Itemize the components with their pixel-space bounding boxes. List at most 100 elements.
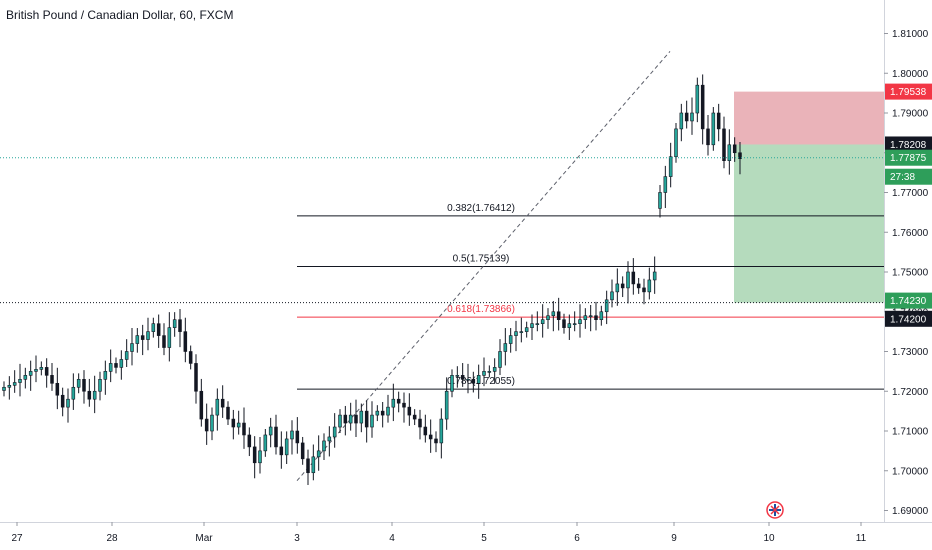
candle-down (471, 379, 476, 384)
candle-down (279, 446, 284, 456)
candle-up (450, 375, 454, 392)
candle-up (108, 363, 113, 372)
price-lines (0, 157, 884, 304)
candle-up (135, 335, 140, 344)
candle-down (274, 426, 278, 448)
candle-up (626, 271, 630, 289)
price-tag-box (885, 292, 932, 309)
candle-up (615, 283, 620, 293)
candle-up (359, 410, 364, 424)
candle-up (727, 144, 732, 162)
price-tag-label: 27:38 (890, 172, 915, 183)
fib-level-label: 0.618(1.73866) (447, 304, 515, 315)
candle-down (55, 382, 60, 396)
candle-down (199, 390, 204, 420)
candle-down (684, 112, 689, 122)
x-tick-label: 6 (574, 533, 580, 544)
candle-down (220, 398, 225, 408)
candle-down (364, 410, 369, 428)
candle-up (466, 379, 470, 381)
fib-retracement[interactable]: 0.382(1.76412) 0.5(1.75139) 0.618(1.73866)… (297, 203, 884, 390)
trend-line[interactable] (296, 51, 671, 482)
candle-up (658, 192, 662, 209)
fib-level-label: 0.382(1.76412) (447, 203, 515, 214)
price-tag-label: 1.74200 (890, 314, 927, 325)
candle-down (722, 128, 726, 161)
candle-up (370, 414, 374, 428)
candle-up (679, 112, 684, 130)
candle-down (162, 335, 166, 348)
candle-up (583, 315, 588, 321)
candle-down (412, 414, 417, 420)
y-tick-label: 1.75000 (892, 268, 929, 279)
candle-down (620, 283, 625, 289)
candle-down (738, 152, 742, 160)
candle-up (386, 406, 390, 416)
position-zones (734, 91, 884, 303)
candle-down (306, 458, 310, 474)
candle-up (284, 438, 289, 456)
candle-up (210, 414, 214, 432)
y-tick-label: 1.71000 (892, 427, 929, 438)
candle-up (146, 331, 150, 340)
candle-up (2, 386, 6, 391)
price-tag-box (885, 83, 932, 100)
candle-up (476, 375, 481, 384)
candle-up (439, 418, 444, 444)
price-tag-label: 1.79538 (890, 87, 927, 98)
candle-up (535, 323, 540, 325)
candle-down (354, 414, 358, 424)
candle-up (508, 335, 513, 344)
candle-up (674, 128, 678, 158)
candle-down (423, 426, 428, 436)
price-tag-box (885, 168, 932, 185)
candle-up (546, 315, 550, 321)
candle-up (103, 371, 108, 380)
candle-up (578, 319, 582, 324)
candle-up (652, 271, 657, 281)
candle-up (130, 343, 134, 352)
candle-up (690, 112, 694, 122)
candle-up (391, 398, 396, 408)
candle-down (402, 402, 406, 408)
candle-up (34, 369, 38, 372)
candle-down (396, 398, 401, 404)
candle-up (98, 379, 102, 392)
event-marker[interactable] (766, 501, 784, 519)
flag-stripe (770, 505, 780, 515)
candle-up (258, 450, 262, 464)
x-tick-label: 9 (671, 533, 677, 544)
candle-down (716, 112, 721, 130)
candle-up (263, 434, 268, 452)
candle-down (231, 418, 236, 428)
candle-up (12, 382, 17, 386)
candle-up (551, 311, 556, 317)
y-tick-label: 1.69000 (892, 506, 929, 517)
candle-up (338, 414, 342, 428)
candle-down (252, 446, 257, 464)
candle-up (711, 112, 716, 146)
candle-up (311, 456, 316, 474)
candle-up (23, 375, 28, 380)
candle-up (327, 436, 332, 442)
price-tag-label: 1.77875 (890, 153, 927, 164)
candle-up (290, 430, 294, 440)
candle-down (343, 414, 348, 424)
candle-down (460, 375, 465, 380)
candle-up (540, 319, 545, 324)
candle-up (167, 327, 172, 348)
candle-up (530, 323, 534, 328)
candle-down (242, 422, 246, 436)
candle-up (610, 291, 614, 301)
candle-up (663, 176, 668, 193)
candle-up (71, 386, 76, 400)
candle-up (498, 351, 502, 368)
candle-up (18, 379, 22, 383)
candle-down (295, 430, 300, 444)
x-tick-label: 11 (856, 533, 867, 544)
candle-down (226, 406, 230, 420)
candle-down (594, 315, 598, 321)
candle-up (66, 398, 70, 408)
chart-title: British Pound / Canadian Dollar, 60, FXC… (6, 8, 234, 22)
